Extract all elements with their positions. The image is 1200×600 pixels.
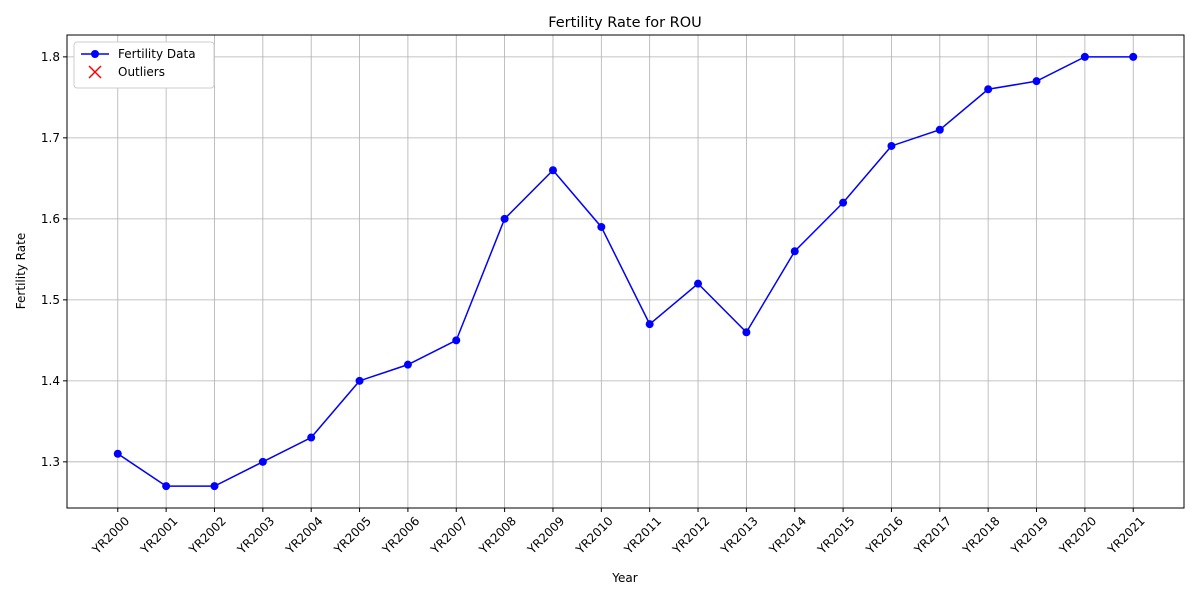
legend-marker bbox=[91, 50, 99, 58]
x-tick-label: YR2004 bbox=[282, 514, 325, 557]
point bbox=[935, 125, 944, 134]
point bbox=[162, 482, 171, 491]
point bbox=[1080, 52, 1089, 61]
x-tick-label: YR2005 bbox=[331, 514, 374, 557]
line bbox=[117, 56, 1134, 487]
x-tick-label: YR2003 bbox=[234, 514, 277, 557]
point bbox=[452, 336, 461, 345]
x-tick-label: YR2001 bbox=[137, 514, 180, 557]
x-tick-label: YR2000 bbox=[89, 514, 132, 557]
x-tick-label: YR2007 bbox=[427, 514, 470, 557]
y-tick-label: 1.7 bbox=[41, 131, 60, 145]
point bbox=[1032, 77, 1041, 86]
x-tick-label: YR2019 bbox=[1008, 514, 1051, 557]
point bbox=[548, 166, 557, 175]
x-tick-label: YR2010 bbox=[572, 514, 615, 557]
point bbox=[887, 141, 896, 150]
legend: Fertility Data Outliers bbox=[73, 41, 215, 89]
plot-frame bbox=[66, 34, 1185, 509]
point bbox=[403, 360, 412, 369]
y-axis-label: Fertility Rate bbox=[14, 233, 28, 309]
x-tick-label: YR2017 bbox=[911, 514, 954, 557]
y-tick-label: 1.4 bbox=[41, 374, 60, 388]
x-tick-label: YR2015 bbox=[814, 514, 857, 557]
y-tick-label: 1.5 bbox=[41, 293, 60, 307]
y-tick-label: 1.3 bbox=[41, 455, 60, 469]
point bbox=[1129, 52, 1138, 61]
point bbox=[645, 320, 654, 329]
x-tick-label: YR2021 bbox=[1104, 514, 1147, 557]
point bbox=[984, 85, 993, 94]
legend-label: Outliers bbox=[118, 65, 165, 79]
point bbox=[210, 482, 219, 491]
x-tick-label: YR2014 bbox=[766, 514, 809, 557]
point bbox=[839, 198, 848, 207]
legend-marker bbox=[88, 65, 102, 79]
point bbox=[597, 222, 606, 231]
x-tick-label: YR2006 bbox=[379, 514, 422, 557]
point bbox=[113, 449, 122, 458]
point bbox=[790, 247, 799, 256]
y-tick-label: 1.8 bbox=[41, 50, 60, 64]
point bbox=[742, 328, 751, 337]
point bbox=[258, 457, 267, 466]
x-tick-label: YR2020 bbox=[1056, 514, 1099, 557]
chart-title: Fertility Rate for ROU bbox=[548, 15, 702, 31]
y-tick-label: 1.6 bbox=[41, 212, 60, 226]
x-tick-label: YR2013 bbox=[718, 514, 761, 557]
point bbox=[307, 433, 316, 442]
x-tick-label: YR2008 bbox=[476, 514, 519, 557]
x-tick-label: YR2016 bbox=[863, 514, 906, 557]
x-tick-label: YR2011 bbox=[621, 514, 664, 557]
x-tick-label: YR2009 bbox=[524, 514, 567, 557]
x-tick-label: YR2002 bbox=[186, 514, 229, 557]
point bbox=[355, 376, 364, 385]
legend-label: Fertility Data bbox=[118, 47, 196, 61]
point bbox=[500, 214, 509, 223]
point bbox=[694, 279, 703, 288]
x-tick-label: YR2018 bbox=[959, 514, 1002, 557]
x-tick-label: YR2012 bbox=[669, 514, 712, 557]
x-axis-label: Year bbox=[611, 571, 637, 585]
